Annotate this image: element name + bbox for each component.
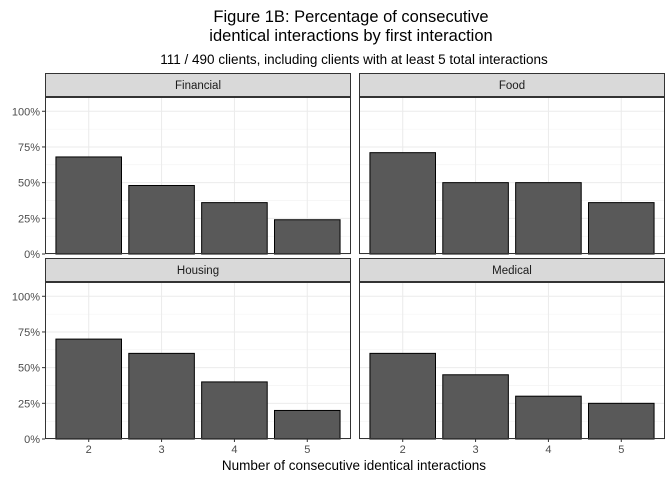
facet-panel: Financial 0% 25% 50% 75% 100% (12, 73, 351, 261)
bar (55, 338, 122, 440)
panel-border (359, 282, 665, 439)
bar (274, 409, 341, 440)
x-tick-label: 3 (473, 444, 479, 456)
facet-strip-label: Housing (177, 265, 219, 277)
bar (588, 402, 655, 440)
facet-panels: Financial 0% 25% 50% 75% 100% Food Housing 0% 25%… (12, 73, 665, 456)
bar (55, 156, 122, 255)
facet-strip (359, 73, 665, 97)
facet-strip-label: Financial (175, 80, 221, 92)
chart-title-line2: identical interactions by first interact… (209, 27, 492, 45)
chart-title-line1: Figure 1B: Percentage of consecutive (213, 8, 488, 26)
panel-border (45, 282, 351, 439)
bar (128, 352, 195, 440)
bar (515, 395, 582, 440)
bar (369, 152, 436, 255)
x-tick-label: 2 (86, 444, 92, 456)
y-tick-label: 75% (18, 327, 40, 339)
bar (274, 219, 341, 255)
facet-strip (45, 73, 351, 97)
y-tick-label: 100% (12, 291, 40, 303)
x-tick-label: 4 (231, 444, 237, 456)
bar (128, 184, 195, 255)
x-tick-label: 3 (159, 444, 165, 456)
x-tick-label: 2 (400, 444, 406, 456)
bar (442, 374, 509, 440)
y-tick-label: 100% (12, 106, 40, 118)
bar (442, 182, 509, 255)
chart-subtitle: 111 / 490 clients, including clients wit… (160, 52, 548, 67)
bar (201, 202, 268, 255)
facet-strip (359, 258, 665, 282)
bar (515, 182, 582, 255)
x-tick-label: 4 (545, 444, 551, 456)
bar (201, 381, 268, 440)
y-tick-label: 50% (18, 363, 40, 375)
y-tick-label: 0% (24, 249, 40, 261)
facet-strip-label: Medical (492, 265, 532, 277)
facet-strip (45, 258, 351, 282)
y-tick-label: 0% (24, 434, 40, 446)
x-tick-label: 5 (304, 444, 310, 456)
panel-border (359, 97, 665, 254)
bar (369, 352, 436, 440)
y-tick-label: 50% (18, 178, 40, 190)
facet-panel: Medical 2 3 4 5 (359, 258, 665, 456)
x-axis-title: Number of consecutive identical interact… (222, 458, 486, 473)
y-tick-label: 25% (18, 213, 40, 225)
y-tick-label: 25% (18, 398, 40, 410)
y-tick-label: 75% (18, 142, 40, 154)
facet-panel: Housing 0% 25% 50% 75% 100% 2 3 4 5 (12, 258, 351, 456)
facet-strip-label: Food (499, 80, 525, 92)
panel-border (45, 97, 351, 254)
bar (588, 202, 655, 255)
x-tick-label: 5 (618, 444, 624, 456)
facet-panel: Food (359, 73, 665, 255)
